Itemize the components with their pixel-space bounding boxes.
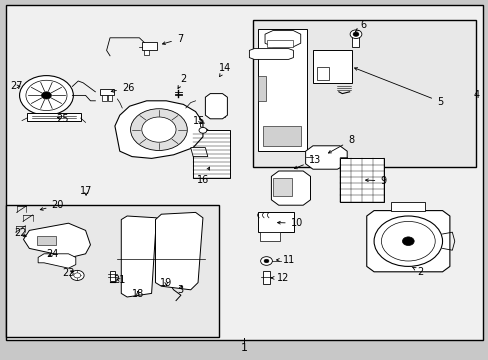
Text: 24: 24 bbox=[46, 249, 59, 259]
Bar bbox=[110, 271, 115, 281]
Circle shape bbox=[70, 270, 84, 280]
Bar bbox=[193, 130, 229, 178]
Bar bbox=[143, 50, 148, 55]
Bar bbox=[312, 50, 351, 83]
Bar bbox=[316, 67, 328, 80]
Polygon shape bbox=[23, 223, 90, 257]
Polygon shape bbox=[190, 148, 207, 157]
Circle shape bbox=[381, 221, 434, 261]
Polygon shape bbox=[38, 254, 76, 268]
Polygon shape bbox=[390, 202, 425, 211]
Polygon shape bbox=[115, 101, 203, 158]
Bar bbox=[266, 40, 293, 47]
Circle shape bbox=[130, 109, 187, 150]
Circle shape bbox=[20, 76, 73, 115]
Text: 27: 27 bbox=[10, 81, 22, 91]
Bar bbox=[339, 158, 383, 202]
Text: 3: 3 bbox=[177, 285, 183, 295]
Polygon shape bbox=[305, 146, 346, 169]
Text: 4: 4 bbox=[473, 90, 479, 100]
Circle shape bbox=[41, 92, 51, 99]
Polygon shape bbox=[155, 212, 203, 290]
Bar bbox=[107, 95, 112, 101]
Text: 16: 16 bbox=[196, 167, 209, 185]
Text: 26: 26 bbox=[111, 83, 134, 93]
Bar bbox=[102, 95, 106, 101]
Text: 6: 6 bbox=[355, 20, 366, 31]
Bar bbox=[257, 212, 294, 232]
Text: 2: 2 bbox=[411, 267, 423, 277]
Text: 2: 2 bbox=[178, 74, 186, 89]
Text: 14: 14 bbox=[218, 63, 231, 77]
Bar bbox=[6, 205, 218, 337]
Text: 12: 12 bbox=[271, 273, 289, 283]
Circle shape bbox=[260, 257, 272, 265]
Text: 8: 8 bbox=[328, 135, 353, 153]
Circle shape bbox=[26, 80, 67, 111]
Circle shape bbox=[402, 237, 413, 246]
Bar bbox=[263, 271, 269, 284]
Polygon shape bbox=[27, 113, 81, 121]
Circle shape bbox=[74, 273, 81, 278]
Text: 1: 1 bbox=[241, 343, 247, 353]
Text: 5: 5 bbox=[354, 68, 442, 107]
Bar bbox=[142, 42, 157, 50]
Circle shape bbox=[142, 117, 176, 142]
Bar bbox=[258, 76, 265, 101]
Text: 23: 23 bbox=[62, 268, 75, 278]
Polygon shape bbox=[264, 31, 300, 47]
Text: 9: 9 bbox=[365, 176, 386, 186]
Bar bbox=[209, 95, 224, 117]
Circle shape bbox=[264, 259, 268, 263]
Polygon shape bbox=[121, 216, 156, 297]
Text: 11: 11 bbox=[276, 255, 295, 265]
Text: 22: 22 bbox=[14, 228, 27, 238]
Bar bbox=[351, 36, 359, 47]
Text: 17: 17 bbox=[80, 186, 92, 196]
Polygon shape bbox=[249, 49, 293, 59]
Bar bbox=[263, 126, 301, 146]
Text: 15: 15 bbox=[193, 116, 205, 126]
Bar bbox=[37, 236, 56, 245]
Text: 20: 20 bbox=[40, 200, 64, 210]
Text: 25: 25 bbox=[56, 114, 69, 124]
Circle shape bbox=[373, 216, 442, 266]
Text: 18: 18 bbox=[131, 289, 144, 300]
Circle shape bbox=[352, 32, 358, 36]
Polygon shape bbox=[366, 211, 449, 272]
Bar bbox=[272, 178, 292, 196]
Bar bbox=[100, 89, 114, 95]
Text: 19: 19 bbox=[160, 278, 172, 288]
Text: 7: 7 bbox=[162, 34, 183, 45]
Text: 21: 21 bbox=[113, 275, 126, 285]
Bar bbox=[258, 29, 306, 151]
Bar bbox=[253, 20, 475, 167]
Circle shape bbox=[199, 127, 206, 133]
Bar bbox=[260, 232, 279, 241]
Polygon shape bbox=[271, 171, 310, 205]
Polygon shape bbox=[205, 94, 227, 119]
Text: 10: 10 bbox=[277, 218, 303, 228]
Text: 13: 13 bbox=[294, 155, 321, 169]
Circle shape bbox=[349, 30, 361, 39]
